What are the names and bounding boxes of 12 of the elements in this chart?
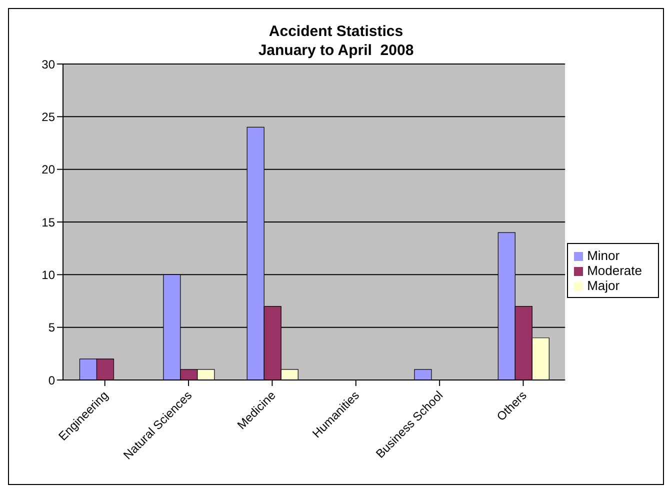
y-tick-label: 0	[48, 373, 56, 388]
chart-subtitle: January to April 2008	[258, 42, 414, 59]
y-tick-label: 10	[42, 268, 56, 282]
legend-label: Moderate	[587, 262, 642, 278]
legend-label: Major	[587, 278, 620, 292]
legend-label: Minor	[587, 248, 620, 262]
y-tick-label: 15	[42, 215, 56, 230]
y-tick-label: 20	[42, 162, 56, 177]
y-tick-label: 30	[42, 57, 56, 72]
y-tick-label: 5	[48, 320, 56, 335]
y-tick-label: 25	[42, 110, 56, 124]
chart-title: Accident Statistics	[268, 22, 404, 41]
